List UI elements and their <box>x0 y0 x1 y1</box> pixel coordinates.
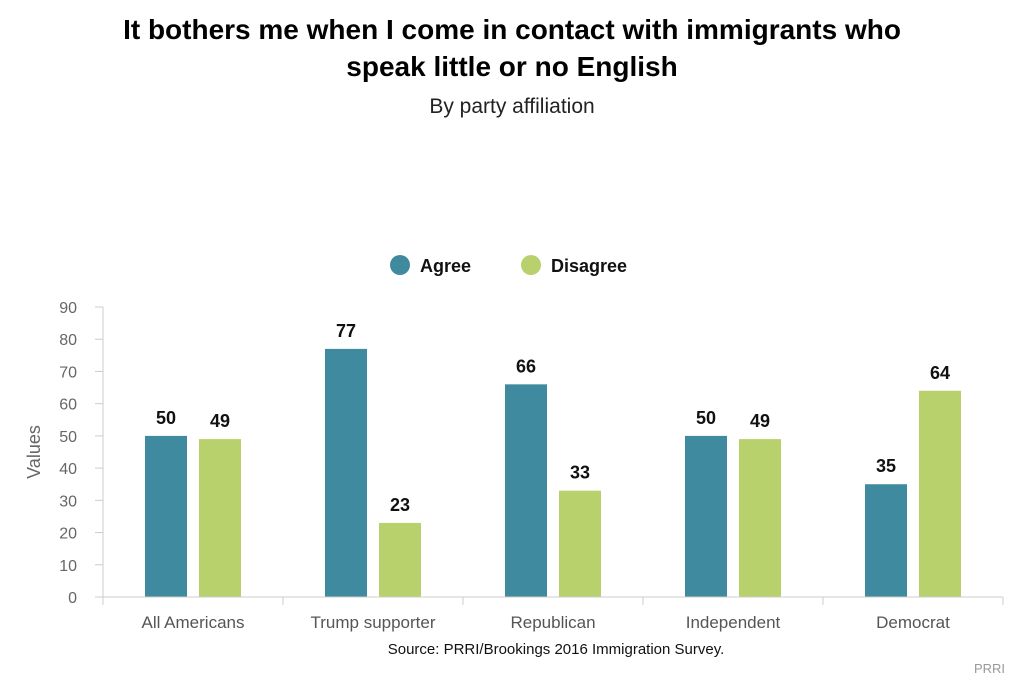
legend-label-agree: Agree <box>420 256 471 276</box>
data-label: 64 <box>930 363 950 383</box>
source-note: Source: PRRI/Brookings 2016 Immigration … <box>388 641 725 658</box>
y-tick-label: 40 <box>59 461 77 478</box>
legend-marker-disagree <box>521 255 541 275</box>
x-category-label: Democrat <box>876 613 950 632</box>
y-tick-label: 0 <box>68 590 77 607</box>
data-label: 33 <box>570 463 590 483</box>
x-category-label: Republican <box>510 613 595 632</box>
legend-marker-agree <box>390 255 410 275</box>
legend: Agree Disagree <box>390 255 627 276</box>
x-category-label: All Americans <box>142 613 245 632</box>
bar-agree <box>865 484 907 597</box>
data-label: 23 <box>390 495 410 515</box>
data-label: 50 <box>696 408 716 428</box>
data-label: 49 <box>210 411 230 431</box>
data-label: 77 <box>336 321 356 341</box>
y-tick-label: 70 <box>59 364 77 381</box>
y-tick-label: 30 <box>59 493 77 510</box>
data-label: 35 <box>876 456 896 476</box>
y-axis-label: Values <box>24 425 44 479</box>
chart-title-line-2: speak little or no English <box>346 51 677 82</box>
bar-agree <box>145 435 187 597</box>
y-tick-label: 20 <box>59 526 77 543</box>
y-tick-label: 60 <box>59 397 77 414</box>
bars: 50 49 77 23 66 33 50 49 35 64 <box>145 321 961 597</box>
x-category-label: Trump supporter <box>310 613 435 632</box>
y-tick-label: 50 <box>59 429 77 446</box>
bar-disagree <box>379 522 421 597</box>
bar-agree <box>325 348 367 597</box>
chart-subtitle: By party affiliation <box>429 95 594 118</box>
bar-agree <box>685 435 727 597</box>
credit-label: PRRI <box>974 661 1005 676</box>
bar-agree <box>505 384 547 597</box>
y-tick-label: 90 <box>59 300 77 317</box>
x-category-label: Independent <box>686 613 781 632</box>
y-axis: 0 10 20 30 40 50 60 70 80 90 <box>59 300 104 607</box>
chart-title-line-1: It bothers me when I come in contact wit… <box>123 14 901 45</box>
bar-disagree <box>919 390 961 597</box>
data-label: 50 <box>156 408 176 428</box>
y-tick-label: 80 <box>59 332 77 349</box>
data-label: 49 <box>750 411 770 431</box>
bar-disagree <box>199 439 241 597</box>
data-label: 66 <box>516 356 536 376</box>
x-axis: All Americans Trump supporter Republican In… <box>102 596 1004 632</box>
bar-disagree <box>739 439 781 597</box>
bar-disagree <box>559 490 601 597</box>
y-tick-label: 10 <box>59 558 77 575</box>
legend-label-disagree: Disagree <box>551 256 627 276</box>
